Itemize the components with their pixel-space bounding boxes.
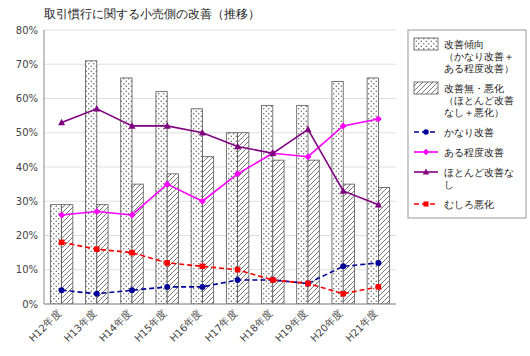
point (270, 277, 276, 283)
grid-line (44, 304, 396, 305)
y-tick-label: 50% (16, 127, 38, 138)
bar (156, 92, 167, 304)
y-tick-label: 70% (16, 59, 38, 70)
point (305, 280, 311, 286)
bar-series (50, 61, 378, 304)
legend-marker (423, 149, 429, 155)
x-tick-label: H13年度 (62, 308, 98, 344)
point (305, 125, 312, 132)
grid-line (44, 30, 396, 31)
bar (191, 109, 202, 304)
point (235, 277, 241, 283)
line-series (59, 240, 381, 297)
point (129, 250, 135, 256)
point (129, 211, 136, 218)
y-tick-label: 40% (16, 162, 38, 173)
bar (343, 184, 354, 304)
point (199, 129, 206, 136)
point (340, 291, 346, 297)
point (58, 119, 65, 126)
legend-swatch (414, 38, 438, 50)
legend-swatch (414, 82, 438, 94)
point (164, 122, 171, 129)
legend-marker (423, 168, 429, 174)
x-tick-label: H16年度 (168, 308, 204, 344)
y-tick-label: 80% (16, 25, 38, 36)
line-series (58, 116, 382, 219)
legend-marker (423, 129, 428, 134)
bar (121, 78, 132, 304)
point (235, 267, 241, 273)
point (269, 149, 276, 156)
point (94, 246, 100, 252)
x-tick-label: H18年度 (238, 308, 274, 344)
point (375, 260, 381, 266)
line (62, 109, 379, 205)
point (340, 187, 347, 194)
chart: 取引慣行に関する小売側の改善（推移） 0% 10% 20% 30% 40% 50% 60% 70… (0, 0, 530, 356)
point (305, 281, 311, 287)
legend-label: 改善傾向（かなり改善＋ある程度改善） (444, 39, 514, 74)
point (93, 208, 100, 215)
bar (97, 205, 108, 304)
legend: 改善傾向（かなり改善＋ある程度改善） 改善無・悪化（ほとんど改善なし＋悪化） かなり… (408, 30, 526, 218)
y-grid (44, 30, 396, 304)
legend-frame (408, 30, 526, 218)
y-tick-label: 20% (16, 230, 38, 241)
line-series (58, 105, 382, 208)
x-tick-label: H17年度 (203, 308, 239, 344)
x-axis (44, 304, 396, 305)
bar-series (62, 133, 390, 304)
point (129, 287, 135, 293)
bar (367, 78, 378, 304)
point (164, 284, 170, 290)
point (376, 284, 382, 290)
legend-label: 改善無・悪化（ほとんど改善なし＋悪化） (444, 83, 514, 118)
y-axis (44, 30, 45, 304)
point (94, 291, 100, 297)
title: 取引慣行に関する小売側の改善（推移） (44, 7, 260, 21)
y-tick-label: 10% (16, 264, 38, 275)
point (375, 116, 382, 123)
x-tick-label: H12年度 (27, 308, 63, 344)
x-tick-label: H15年度 (132, 308, 168, 344)
bar (262, 105, 273, 304)
legend-label: ほとんど改善なし (444, 167, 514, 190)
point (199, 284, 205, 290)
x-tick-label: H14年度 (97, 308, 133, 344)
point (340, 122, 347, 129)
x-tick-label: H20年度 (308, 308, 344, 344)
point (234, 143, 241, 150)
y-tick-label: 30% (16, 196, 38, 207)
point (199, 198, 206, 205)
plot-area (50, 61, 389, 304)
point (129, 122, 136, 129)
line (62, 242, 379, 293)
bar (132, 184, 143, 304)
point (58, 211, 65, 218)
point (200, 264, 206, 270)
legend-label: むしろ悪化 (444, 199, 494, 210)
point (59, 240, 65, 246)
bar (86, 61, 97, 304)
point (164, 181, 171, 188)
point (270, 277, 276, 283)
point (93, 105, 100, 112)
legend-marker (423, 201, 428, 206)
legend-label: ある程度改善 (444, 147, 504, 158)
point (164, 260, 170, 266)
point (375, 201, 382, 208)
bar (202, 157, 213, 304)
point (59, 287, 65, 293)
line (62, 119, 379, 215)
legend-label: かなり改善 (444, 127, 494, 138)
point (305, 153, 312, 160)
x-tick-label: H19年度 (273, 308, 309, 344)
point (234, 170, 241, 177)
y-tick-label: 60% (16, 93, 38, 104)
y-tick-label: 0% (22, 299, 38, 310)
x-tick-label: H21年度 (344, 308, 380, 344)
point (340, 263, 346, 269)
